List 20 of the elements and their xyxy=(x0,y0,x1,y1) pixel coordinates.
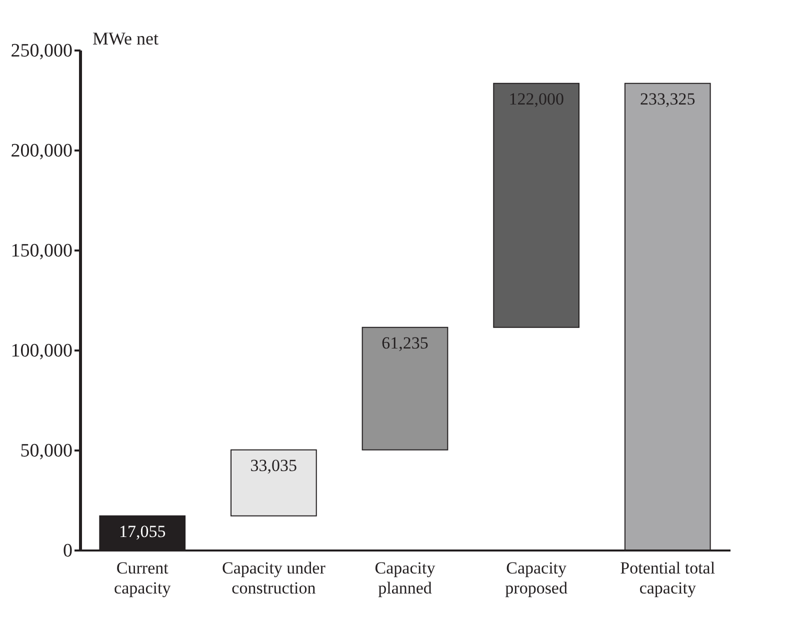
y-tick-label: 250,000 xyxy=(10,40,72,62)
y-tick-label: 200,000 xyxy=(10,140,72,162)
data-label: 33,035 xyxy=(250,456,298,475)
bar xyxy=(362,326,448,450)
data-label: 233,325 xyxy=(640,89,696,108)
bar xyxy=(230,449,317,516)
x-tick-label: Potential total capacity xyxy=(620,558,716,598)
y-axis-title: MWe net xyxy=(92,28,159,48)
x-tick-label: Capacity under construction xyxy=(222,558,326,598)
bar xyxy=(493,82,580,328)
x-tick-label: Capacity proposed xyxy=(505,558,568,598)
y-tick-label: 0 xyxy=(63,540,72,562)
x-tick-label: Capacity planned xyxy=(374,558,436,598)
data-label: 122,000 xyxy=(508,89,564,108)
y-tick-label: 150,000 xyxy=(10,240,72,262)
x-tick-label: Current capacity xyxy=(114,558,172,598)
data-label: 17,055 xyxy=(119,522,166,541)
data-label: 61,235 xyxy=(382,333,428,352)
y-tick-label: 100,000 xyxy=(10,340,72,362)
y-tick-label: 50,000 xyxy=(20,440,72,462)
